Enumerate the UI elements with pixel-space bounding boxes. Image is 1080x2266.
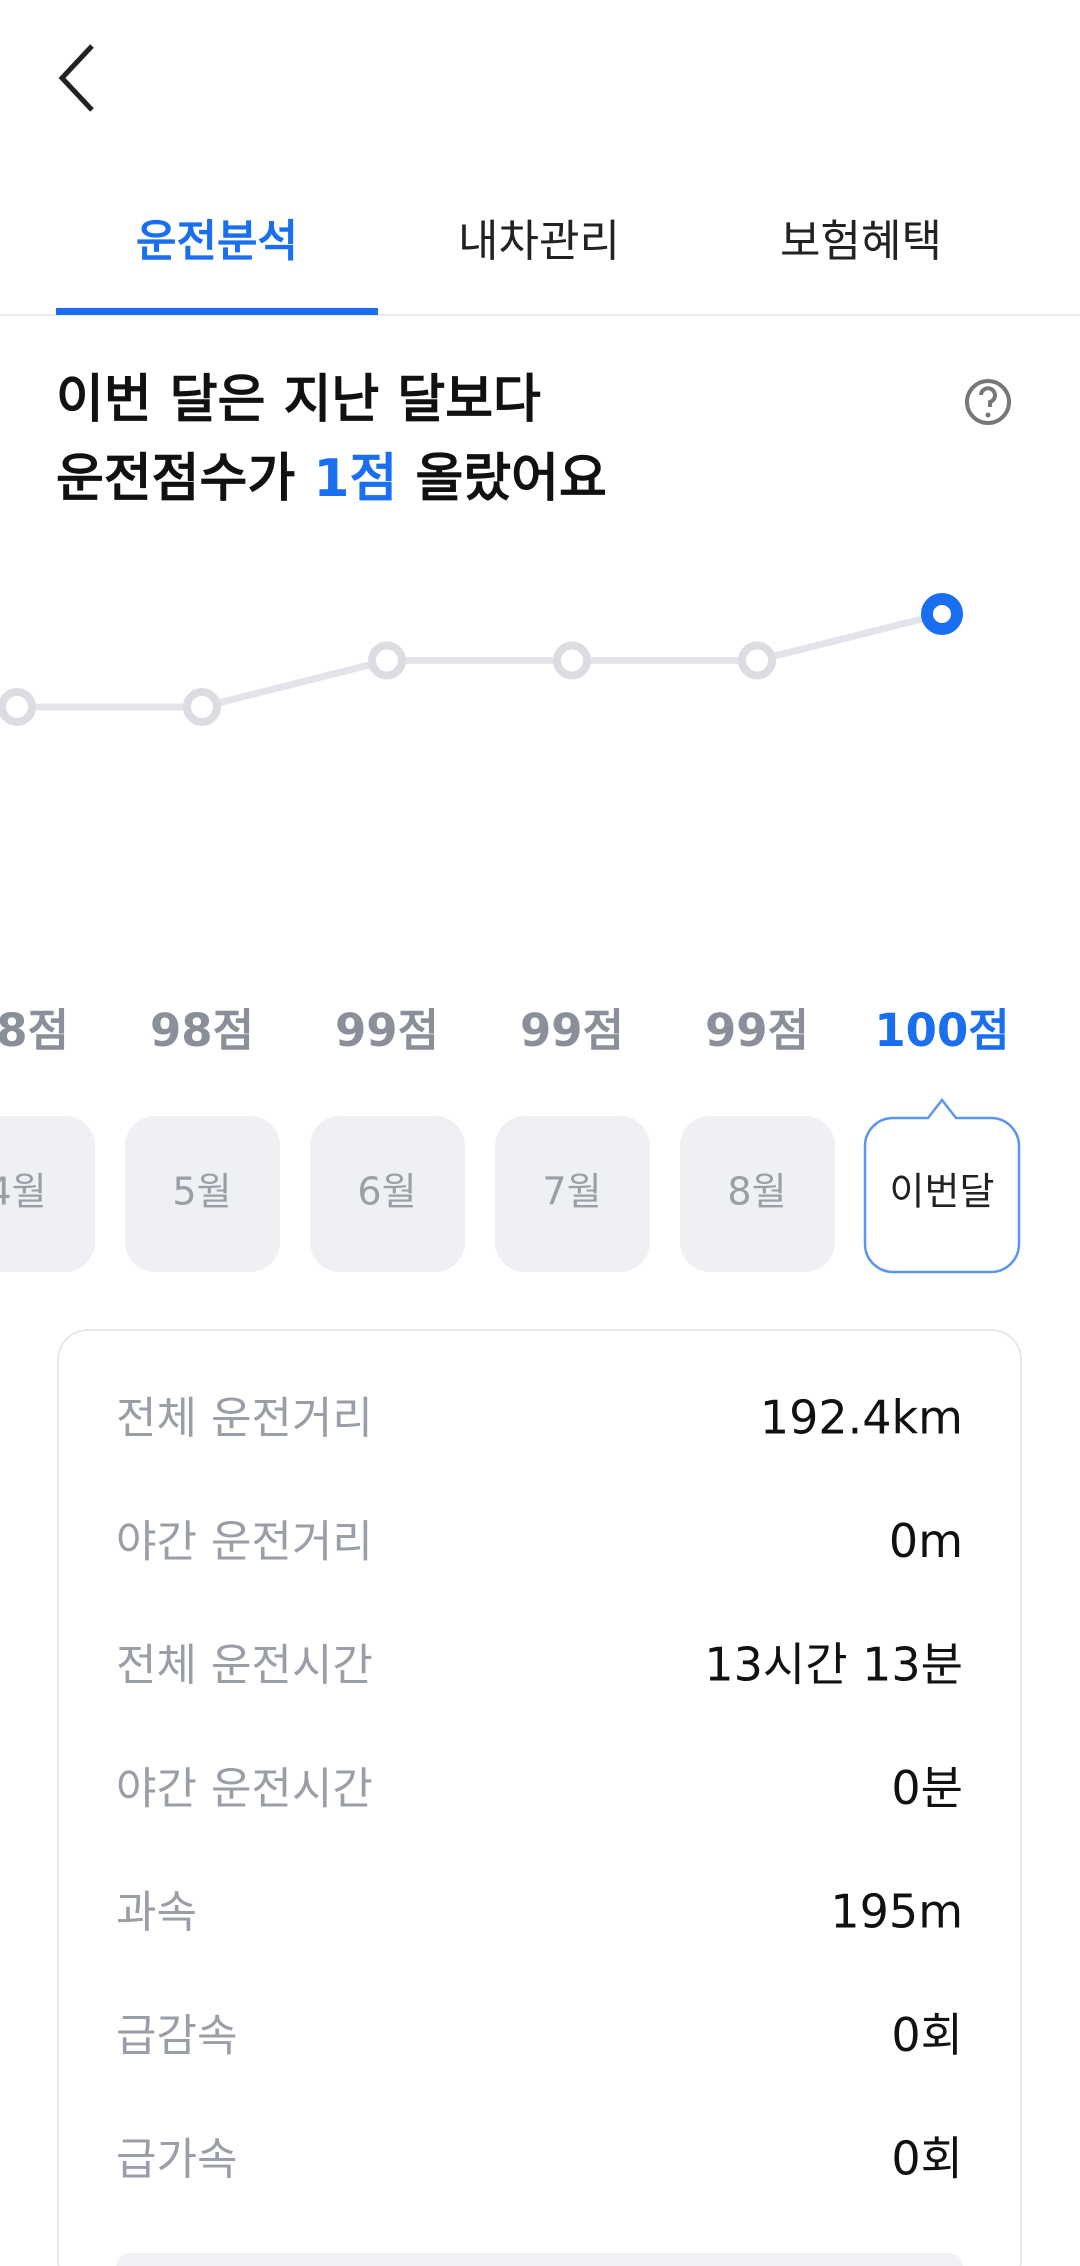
back-button[interactable]	[58, 44, 94, 112]
text: 운전점수가	[56, 449, 314, 509]
card-button[interactable]	[116, 2253, 963, 2266]
stat-value: 192.4km	[760, 1391, 963, 1445]
score-point	[921, 593, 963, 635]
stats-card	[57, 1329, 1022, 2266]
month-button[interactable]: 7월	[495, 1116, 650, 1272]
month-label: 5월	[172, 1170, 231, 1214]
stat-value: 195m	[830, 1885, 963, 1939]
month-button[interactable]: 8월	[680, 1116, 835, 1272]
score-label: 100점	[874, 1004, 1009, 1057]
stat-label: 전체 운전시간	[116, 1640, 373, 1691]
month-button[interactable]: 5월	[125, 1116, 280, 1272]
month-button-bg	[0, 1116, 95, 1272]
score-point	[553, 641, 591, 680]
month-label: 8월	[727, 1170, 786, 1214]
text: 올랐어요	[397, 449, 607, 509]
stat-label: 전체 운전거리	[116, 1393, 373, 1444]
stat-label: 급가속	[116, 2134, 237, 2185]
month-button-bg	[495, 1116, 650, 1272]
score-label: 99점	[705, 1004, 809, 1057]
stat-value: 0회	[891, 2132, 963, 2186]
score-point	[183, 688, 221, 726]
stat-label: 과속	[116, 1887, 197, 1938]
month-button-bg	[680, 1116, 835, 1272]
help-icon[interactable]	[965, 379, 1011, 425]
score-point	[0, 688, 36, 726]
stat-value: 13시간 13분	[704, 1638, 963, 1692]
tab[interactable]: 내차관리	[458, 216, 620, 267]
month-label: 6월	[357, 1170, 416, 1214]
stat-value: 0분	[891, 1761, 963, 1815]
stat-value: 0m	[889, 1514, 963, 1568]
month-button[interactable]: 4월	[0, 1116, 95, 1272]
tab-underline	[56, 308, 378, 315]
month-button-bg	[310, 1116, 465, 1272]
score-label: 99점	[520, 1004, 624, 1057]
month-button-bg	[125, 1116, 280, 1272]
stat-value: 0회	[891, 2008, 963, 2062]
score-label: 99점	[335, 1004, 439, 1057]
score-point	[738, 641, 776, 680]
headline-line1: 이번 달은 지난 달보다	[56, 370, 541, 430]
tab[interactable]: 보험혜택	[780, 216, 942, 267]
month-button[interactable]: 6월	[310, 1116, 465, 1272]
month-button-selected	[863, 1097, 1021, 1274]
stat-label: 야간 운전거리	[116, 1517, 373, 1568]
stat-label: 야간 운전시간	[116, 1764, 373, 1815]
score-label: 98점	[150, 1004, 254, 1057]
stat-label: 급감속	[116, 2011, 237, 2062]
score-line	[17, 610, 943, 711]
month-label: 이번달	[890, 1170, 995, 1214]
headline-line2: 운전점수가 1점 올랐어요	[56, 449, 607, 509]
score-point	[368, 641, 406, 680]
month-label: 7월	[542, 1170, 601, 1214]
month-button[interactable]: 이번달	[863, 1097, 1021, 1274]
month-label: 4월	[0, 1170, 47, 1214]
score-label: 98점	[0, 1004, 69, 1057]
highlight: 1점	[313, 449, 398, 509]
tab[interactable]: 운전분석	[136, 216, 298, 267]
